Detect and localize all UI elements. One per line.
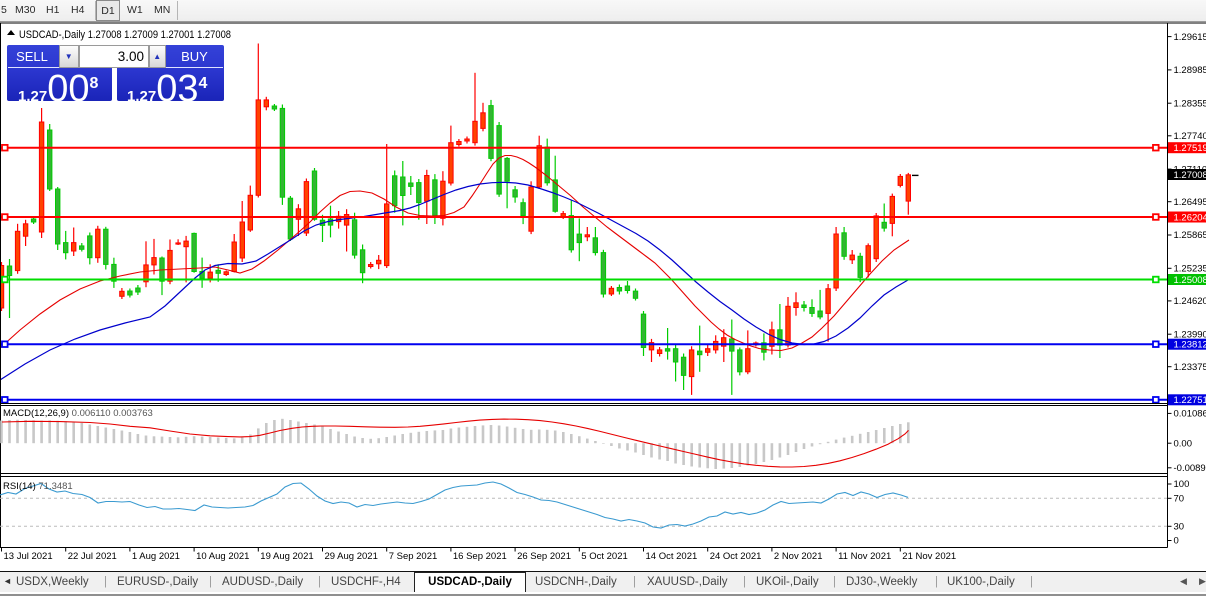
svg-text:0.00: 0.00 xyxy=(1174,438,1193,449)
svg-text:1.22751: 1.22751 xyxy=(1174,395,1206,406)
svg-text:22 Jul 2021: 22 Jul 2021 xyxy=(68,551,117,562)
svg-text:7 Sep 2021: 7 Sep 2021 xyxy=(389,551,438,562)
svg-text:29 Aug 2021: 29 Aug 2021 xyxy=(325,551,378,562)
svg-text:-0.008974: -0.008974 xyxy=(1174,463,1206,474)
svg-text:19 Aug 2021: 19 Aug 2021 xyxy=(260,551,313,562)
svg-text:100: 100 xyxy=(1174,479,1190,490)
svg-text:0: 0 xyxy=(1174,536,1179,547)
svg-text:USDCAD-,Daily 1.27008 1.27009: USDCAD-,Daily 1.27008 1.27009 1.27001 1.… xyxy=(19,29,231,41)
svg-text:1.26204: 1.26204 xyxy=(1174,212,1206,223)
svg-text:1.23812: 1.23812 xyxy=(1174,340,1206,351)
svg-text:1.27519: 1.27519 xyxy=(1174,143,1206,154)
svg-text:1.25235: 1.25235 xyxy=(1174,264,1206,275)
svg-text:21 Nov 2021: 21 Nov 2021 xyxy=(902,551,956,562)
svg-text:10 Aug 2021: 10 Aug 2021 xyxy=(196,551,249,562)
svg-text:1.23375: 1.23375 xyxy=(1174,362,1206,373)
svg-text:11 Nov 2021: 11 Nov 2021 xyxy=(838,551,891,562)
svg-text:16 Sep 2021: 16 Sep 2021 xyxy=(453,551,507,562)
svg-text:1.23990: 1.23990 xyxy=(1174,329,1206,340)
svg-text:0.010869: 0.010869 xyxy=(1174,409,1206,420)
svg-text:1.28985: 1.28985 xyxy=(1174,65,1206,76)
svg-text:13 Jul 2021: 13 Jul 2021 xyxy=(4,551,53,562)
svg-text:RSI(14) 71.3481: RSI(14) 71.3481 xyxy=(3,481,73,492)
svg-text:5 Oct 2021: 5 Oct 2021 xyxy=(581,551,627,562)
svg-text:1.24620: 1.24620 xyxy=(1174,296,1206,307)
svg-text:70: 70 xyxy=(1174,494,1185,505)
svg-text:1.27008: 1.27008 xyxy=(1174,170,1206,181)
svg-text:26 Sep 2021: 26 Sep 2021 xyxy=(517,551,571,562)
svg-text:1.29615: 1.29615 xyxy=(1174,32,1206,43)
svg-text:24 Oct 2021: 24 Oct 2021 xyxy=(710,551,762,562)
svg-text:1.28355: 1.28355 xyxy=(1174,98,1206,109)
svg-text:14 Oct 2021: 14 Oct 2021 xyxy=(646,551,698,562)
svg-text:1.27740: 1.27740 xyxy=(1174,131,1206,142)
svg-text:2 Nov 2021: 2 Nov 2021 xyxy=(774,551,823,562)
svg-text:MACD(12,26,9) 0.006110 0.00376: MACD(12,26,9) 0.006110 0.003763 xyxy=(3,408,153,419)
svg-text:1.26495: 1.26495 xyxy=(1174,197,1206,208)
svg-text:1.25008: 1.25008 xyxy=(1174,275,1206,286)
svg-text:30: 30 xyxy=(1174,522,1185,533)
svg-text:1 Aug 2021: 1 Aug 2021 xyxy=(132,551,180,562)
svg-text:1.25865: 1.25865 xyxy=(1174,230,1206,241)
